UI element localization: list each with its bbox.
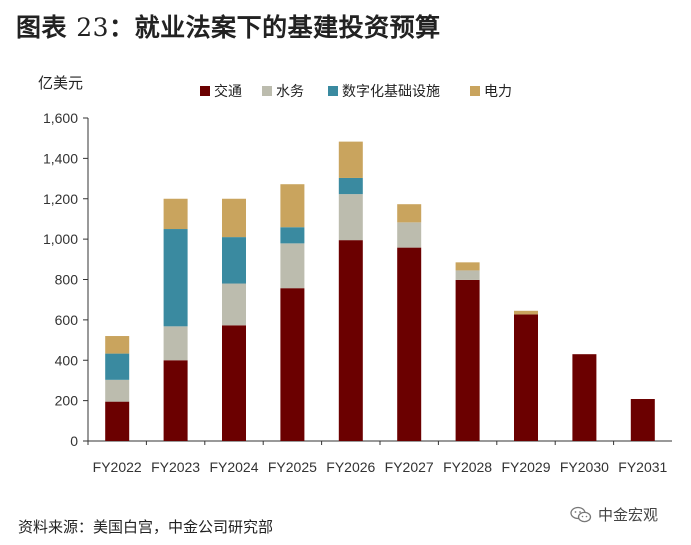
bar-segment-电力 [280,184,305,228]
x-tick-label: FY2025 [268,459,317,475]
bar-segment-数字化基础设施 [105,353,130,380]
title-number: 23 [76,13,110,42]
legend-swatch [328,86,338,96]
bar-segment-电力 [338,141,363,178]
title-separator: ： [109,13,135,42]
bar-segment-交通 [455,279,480,441]
y-tick-label: 0 [70,433,78,449]
x-tick-label: FY2022 [93,459,142,475]
x-tick-label: FY2024 [209,459,258,475]
bar-segment-水务 [105,379,130,402]
bar-segment-交通 [163,360,188,441]
legend-label: 电力 [484,84,512,100]
bar-segment-交通 [397,247,422,441]
source-note: 资料来源：美国白宫，中金公司研究部 [18,518,274,536]
bar-segment-电力 [514,310,538,315]
bar-segment-交通 [338,240,363,441]
y-tick-label: 200 [55,393,79,409]
bar-segment-交通 [572,354,597,441]
legend-swatch [262,86,272,96]
x-tick-label: FY2030 [560,459,609,475]
bar-segment-交通 [105,401,130,441]
x-tick-label: FY2026 [326,459,375,475]
watermark: 中金宏观 [570,504,658,525]
bar-segment-水务 [280,243,305,289]
bar-segment-水务 [397,222,422,248]
y-tick-label: 1,600 [43,110,78,126]
bar-segment-数字化基础设施 [338,177,363,195]
x-tick-label: FY2023 [151,459,200,475]
legend-label: 数字化基础设施 [342,83,440,100]
bar-segment-水务 [222,283,246,326]
wechat-icon [570,506,592,522]
title-prefix: 图表 [16,13,68,42]
bar-segment-数字化基础设施 [222,237,246,284]
bar-segment-电力 [163,198,188,230]
bar-segment-电力 [397,204,422,223]
legend-swatch [200,86,210,96]
x-tick-label: FY2031 [618,459,667,475]
legend-label: 水务 [276,84,304,100]
bar-segment-水务 [455,270,480,280]
title-text: 就业法案下的基建投资预算 [134,13,441,42]
bar-segment-交通 [514,314,538,441]
bar-segment-电力 [105,336,130,354]
y-tick-label: 600 [55,312,79,328]
x-tick-label: FY2027 [385,459,434,475]
legend-label: 交通 [214,83,242,100]
y-tick-label: 1,000 [43,231,78,247]
y-unit-label: 亿美元 [38,74,84,92]
watermark-text: 中金宏观 [598,506,659,524]
bar-segment-数字化基础设施 [163,229,188,327]
x-tick-label: FY2028 [443,459,492,475]
bar-segment-水务 [338,194,363,241]
chart-title: 图表 23：就业法案下的基建投资预算 [16,8,441,44]
bar-segment-交通 [280,288,305,441]
bar-segment-电力 [455,262,480,271]
legend-swatch [470,86,480,96]
bar-segment-电力 [222,198,246,238]
y-tick-label: 800 [55,272,79,288]
bar-segment-数字化基础设施 [280,227,305,244]
y-tick-label: 1,400 [43,150,78,166]
y-tick-label: 400 [55,352,79,368]
bar-segment-交通 [630,399,655,441]
bar-segment-交通 [222,325,246,441]
y-tick-label: 1,200 [43,191,78,207]
x-tick-label: FY2029 [501,459,550,475]
bar-segment-水务 [163,326,188,361]
